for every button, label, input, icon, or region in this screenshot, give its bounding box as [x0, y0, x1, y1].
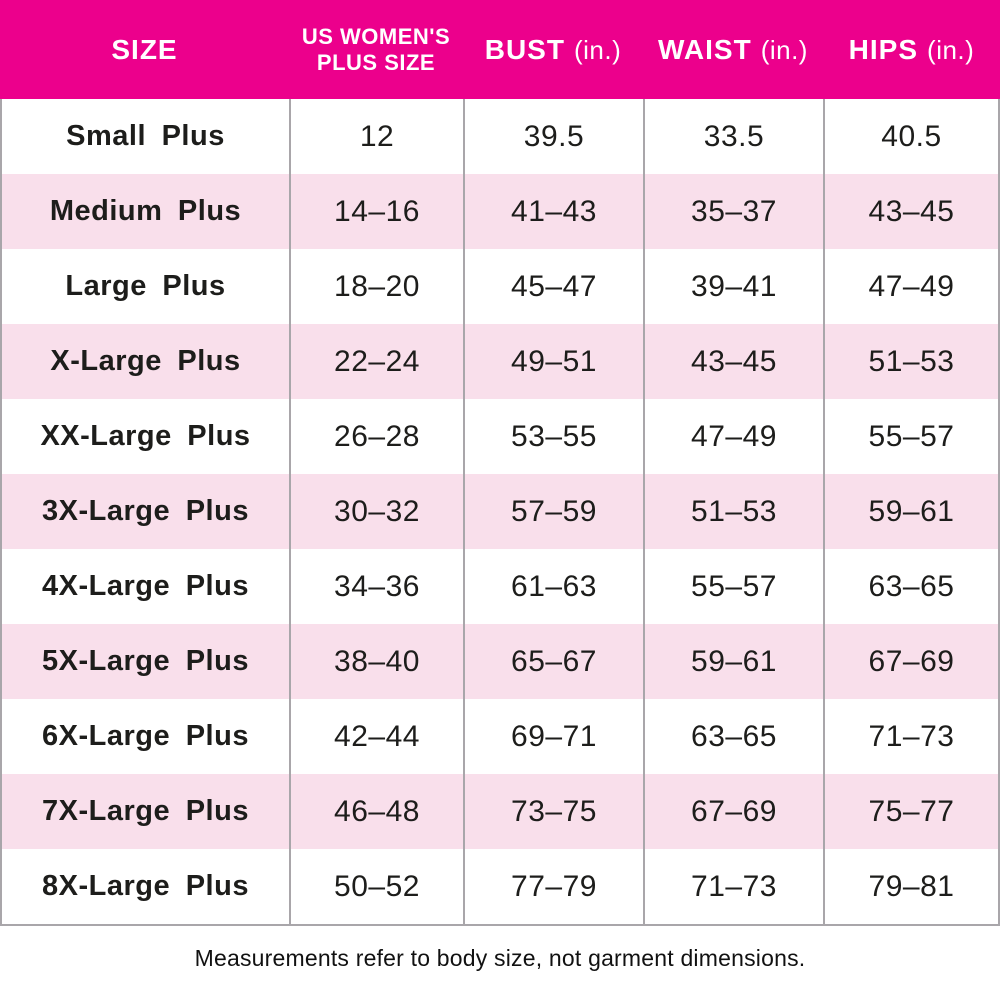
value-cell: 55–57	[823, 399, 998, 474]
value-cell: 59–61	[823, 474, 998, 549]
value-cell: 30–32	[289, 474, 463, 549]
size-label-cell: 8X-Large Plus	[42, 870, 249, 902]
value-cell: 51–53	[823, 324, 998, 399]
value-cell: 39.5	[463, 99, 643, 174]
value-cell: 67–69	[643, 774, 823, 849]
size-label-cell: Medium Plus	[49, 195, 242, 227]
value-cell: 73–75	[463, 774, 643, 849]
header-cell-size: SIZE	[0, 0, 289, 99]
value-cell: 61–63	[463, 549, 643, 624]
value-cell: 40.5	[823, 99, 998, 174]
size-table-body: Small Plus 12 39.5 33.5 40.5 Medium Plus 14–16…	[0, 99, 1000, 926]
table-row: 3X-Large Plus 30–32 57–59 51–53 59–61	[2, 474, 998, 549]
value-cell: 45–47	[463, 249, 643, 324]
table-row: X-Large Plus 22–24 49–51 43–45 51–53	[2, 324, 998, 399]
value-cell: 63–65	[643, 699, 823, 774]
value-cell: 79–81	[823, 849, 998, 924]
header-cell-us-womens-plus-size: US WOMEN'S PLUS SIZE	[289, 0, 463, 99]
value-cell: 39–41	[643, 249, 823, 324]
size-label-cell: X-Large Plus	[50, 345, 241, 377]
size-label-cell: 7X-Large Plus	[42, 795, 249, 827]
value-cell: 47–49	[823, 249, 998, 324]
table-row: Large Plus 18–20 45–47 39–41 47–49	[2, 249, 998, 324]
header-label-hips: HIPS	[848, 33, 919, 65]
table-row: 8X-Large Plus 50–52 77–79 71–73 79–81	[2, 849, 998, 924]
header-label-plus-size: PLUS SIZE	[316, 49, 436, 75]
value-cell: 63–65	[823, 549, 998, 624]
size-label-cell: Small Plus	[66, 120, 225, 152]
value-cell: 43–45	[643, 324, 823, 399]
value-cell: 51–53	[643, 474, 823, 549]
value-cell: 14–16	[289, 174, 463, 249]
value-cell: 55–57	[643, 549, 823, 624]
table-row: Medium Plus 14–16 41–43 35–37 43–45	[2, 174, 998, 249]
value-cell: 50–52	[289, 849, 463, 924]
value-cell: 22–24	[289, 324, 463, 399]
value-cell: 75–77	[823, 774, 998, 849]
value-cell: 77–79	[463, 849, 643, 924]
value-cell: 38–40	[289, 624, 463, 699]
table-row: 4X-Large Plus 34–36 61–63 55–57 63–65	[2, 549, 998, 624]
size-label-cell: XX-Large Plus	[40, 420, 251, 452]
value-cell: 42–44	[289, 699, 463, 774]
header-label-us-womens: US WOMEN'S	[301, 23, 451, 49]
table-row: 7X-Large Plus 46–48 73–75 67–69 75–77	[2, 774, 998, 849]
value-cell: 46–48	[289, 774, 463, 849]
value-cell: 34–36	[289, 549, 463, 624]
value-cell: 65–67	[463, 624, 643, 699]
value-cell: 41–43	[463, 174, 643, 249]
value-cell: 49–51	[463, 324, 643, 399]
header-cell-waist: WAIST (in.)	[643, 0, 823, 99]
footer-note: Measurements refer to body size, not gar…	[194, 945, 806, 971]
value-cell: 67–69	[823, 624, 998, 699]
header-unit-bust: (in.)	[573, 34, 622, 65]
header-label-waist: WAIST	[658, 33, 752, 65]
size-label-cell: 6X-Large Plus	[42, 720, 249, 752]
table-row: XX-Large Plus 26–28 53–55 47–49 55–57	[2, 399, 998, 474]
value-cell: 18–20	[289, 249, 463, 324]
value-cell: 43–45	[823, 174, 998, 249]
header-cell-hips: HIPS (in.)	[823, 0, 1000, 99]
header-label-size: SIZE	[111, 33, 178, 65]
value-cell: 26–28	[289, 399, 463, 474]
value-cell: 59–61	[643, 624, 823, 699]
value-cell: 35–37	[643, 174, 823, 249]
size-label-cell: 5X-Large Plus	[42, 645, 249, 677]
size-label-cell: Large Plus	[65, 270, 226, 302]
value-cell: 47–49	[643, 399, 823, 474]
value-cell: 53–55	[463, 399, 643, 474]
header-unit-hips: (in.)	[927, 34, 975, 65]
value-cell: 12	[289, 99, 463, 174]
size-label-cell: 4X-Large Plus	[42, 570, 249, 602]
value-cell: 71–73	[643, 849, 823, 924]
value-cell: 69–71	[463, 699, 643, 774]
table-row: 5X-Large Plus 38–40 65–67 59–61 67–69	[2, 624, 998, 699]
value-cell: 57–59	[463, 474, 643, 549]
size-label-cell: 3X-Large Plus	[42, 495, 249, 527]
header-cell-bust: BUST (in.)	[463, 0, 643, 99]
table-header-row: SIZE US WOMEN'S PLUS SIZE BUST (in.) WAI…	[0, 0, 1000, 99]
table-row: Small Plus 12 39.5 33.5 40.5	[2, 99, 998, 174]
value-cell: 71–73	[823, 699, 998, 774]
header-label-bust: BUST	[484, 33, 565, 65]
value-cell: 33.5	[643, 99, 823, 174]
header-unit-waist: (in.)	[760, 34, 808, 65]
table-row: 6X-Large Plus 42–44 69–71 63–65 71–73	[2, 699, 998, 774]
